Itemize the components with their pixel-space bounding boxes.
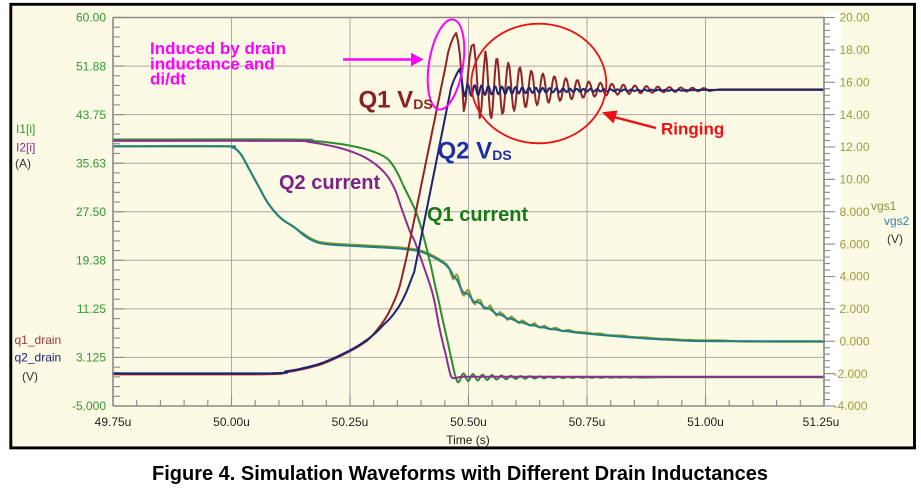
svg-text:19.38: 19.38 [76, 254, 106, 268]
svg-text:Ringing: Ringing [661, 120, 724, 139]
svg-text:50.75u: 50.75u [569, 415, 606, 429]
svg-text:49.75u: 49.75u [95, 415, 132, 429]
svg-text:q2_drain: q2_drain [15, 351, 62, 365]
svg-text:20.00: 20.00 [840, 11, 870, 25]
svg-text:(V): (V) [22, 370, 38, 384]
svg-text:Induced by drain: Induced by drain [150, 39, 286, 58]
svg-text:11.25: 11.25 [77, 302, 106, 316]
svg-text:50.50u: 50.50u [450, 415, 487, 429]
svg-text:Q1 current: Q1 current [427, 204, 528, 226]
svg-text:50.00u: 50.00u [213, 415, 250, 429]
svg-text:vgs1: vgs1 [871, 199, 897, 213]
svg-text:q1_drain: q1_drain [15, 333, 62, 347]
svg-text:51.00u: 51.00u [687, 415, 724, 429]
svg-text:Q2 current: Q2 current [279, 172, 380, 194]
svg-text:I2[i]: I2[i] [16, 141, 35, 155]
svg-text:Figure 4. Simulation Waveforms: Figure 4. Simulation Waveforms with Diff… [152, 463, 768, 485]
svg-text:60.00: 60.00 [76, 11, 106, 25]
svg-text:4.000: 4.000 [840, 270, 870, 284]
svg-text:43.75: 43.75 [76, 108, 106, 122]
svg-text:(A): (A) [15, 157, 31, 171]
svg-text:vgs2: vgs2 [884, 214, 910, 228]
svg-text:50.25u: 50.25u [332, 415, 369, 429]
svg-text:18.00: 18.00 [840, 43, 870, 57]
svg-text:-2.000: -2.000 [834, 367, 868, 381]
svg-text:51.25u: 51.25u [803, 415, 840, 429]
svg-text:-4.000: -4.000 [834, 399, 868, 413]
svg-text:di/dt: di/dt [150, 70, 186, 89]
svg-text:2.000: 2.000 [840, 302, 870, 316]
svg-text:16.00: 16.00 [840, 76, 870, 90]
svg-text:12.00: 12.00 [840, 140, 870, 154]
svg-text:10.00: 10.00 [840, 173, 870, 187]
svg-text:8.000: 8.000 [840, 205, 870, 219]
svg-text:6.000: 6.000 [840, 237, 870, 251]
svg-text:35.63: 35.63 [76, 156, 106, 170]
svg-text:-5.000: -5.000 [72, 399, 106, 413]
svg-text:inductance and: inductance and [150, 54, 275, 73]
svg-text:I1[i]: I1[i] [16, 122, 35, 136]
svg-text:(V): (V) [887, 232, 903, 246]
svg-text:27.50: 27.50 [76, 205, 106, 219]
svg-text:3.125: 3.125 [76, 351, 106, 365]
svg-text:51.88: 51.88 [76, 59, 106, 73]
svg-text:Time (s): Time (s) [446, 433, 490, 447]
svg-text:14.00: 14.00 [840, 108, 870, 122]
svg-text:0.000: 0.000 [840, 334, 870, 348]
